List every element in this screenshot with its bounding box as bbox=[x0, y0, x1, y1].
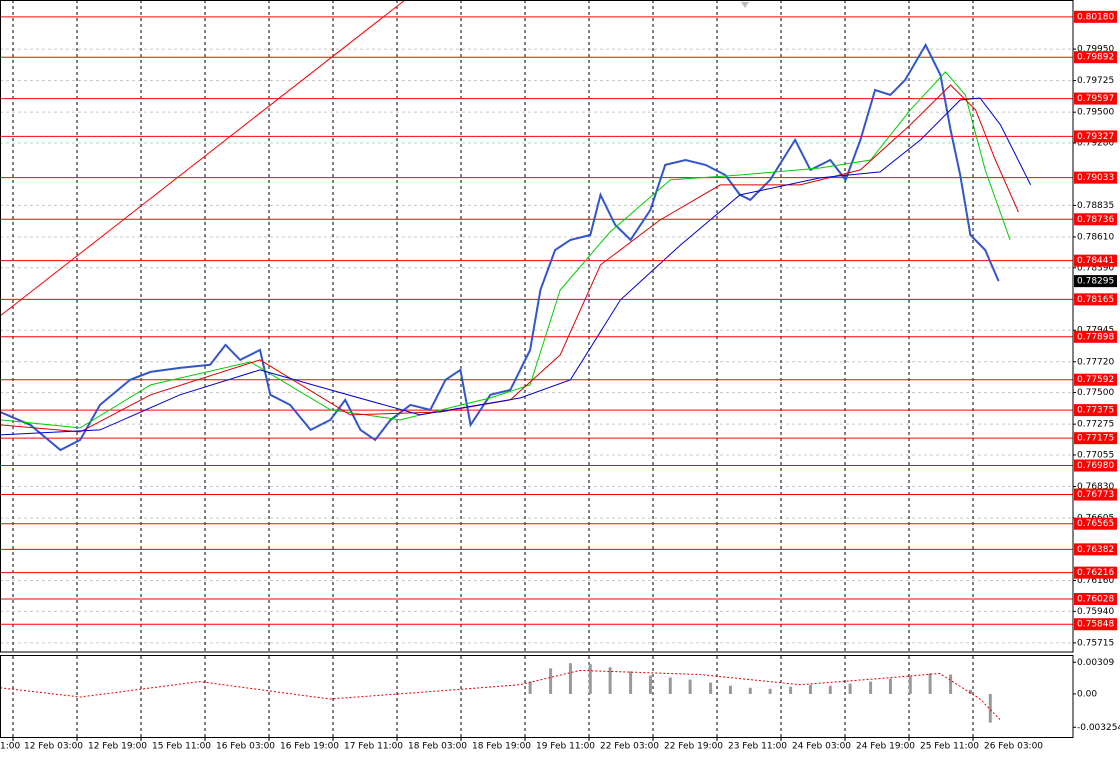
x-tick-label: 25 Feb 11:00 bbox=[920, 742, 979, 752]
y-tick-label: 0.79950 bbox=[1077, 45, 1114, 55]
level-label-box bbox=[1074, 543, 1117, 556]
y-tick-label: 0.78835 bbox=[1077, 201, 1114, 211]
x-tick-label: 17 Feb 11:00 bbox=[344, 742, 403, 752]
level-label: 0.78736 bbox=[1077, 215, 1114, 225]
indicator-frame bbox=[0, 655, 1074, 738]
level-label: 0.77175 bbox=[1077, 434, 1114, 444]
level-label-box bbox=[1074, 213, 1117, 226]
price-line bbox=[0, 42, 1000, 452]
level-label-box bbox=[1074, 330, 1117, 343]
y-tick-label: 0.76830 bbox=[1077, 482, 1114, 492]
level-label-box bbox=[1074, 92, 1117, 105]
price-line bbox=[0, 71, 1011, 429]
level-label-box bbox=[1074, 566, 1117, 579]
axes-layer: 0.79950 0.79725 0.79500 0.79280 0.78835 0.786… bbox=[0, 10, 1120, 752]
level-label-box bbox=[1074, 404, 1117, 417]
x-tick-label: 12 Feb 03:00 bbox=[24, 742, 83, 752]
level-label: 0.79033 bbox=[1077, 173, 1114, 183]
level-label-box bbox=[1074, 432, 1117, 445]
level-label: 0.76565 bbox=[1077, 519, 1114, 529]
level-label-box bbox=[1074, 373, 1117, 386]
level-label: 0.77592 bbox=[1077, 375, 1114, 385]
x-tick-label: 24 Feb 19:00 bbox=[856, 742, 915, 752]
level-label-box bbox=[1074, 254, 1117, 267]
price-line bbox=[0, 97, 1032, 436]
x-tick-label: 18 Feb 03:00 bbox=[408, 742, 467, 752]
x-tick-label: 15 Feb 11:00 bbox=[152, 742, 211, 752]
level-label: 0.76980 bbox=[1077, 461, 1114, 471]
level-label-box bbox=[1074, 488, 1117, 501]
indicator-layer bbox=[0, 663, 1001, 723]
y-tick-label: 0.75940 bbox=[1077, 607, 1114, 617]
level-label: 0.76028 bbox=[1077, 594, 1114, 604]
y-tick-label: 0.77720 bbox=[1077, 357, 1114, 367]
x-tick-label: 22 Feb 19:00 bbox=[664, 742, 723, 752]
grid-layer bbox=[0, 0, 1073, 652]
y2-tick-label: 0.00 bbox=[1077, 689, 1097, 699]
level-label: 0.75848 bbox=[1077, 620, 1114, 630]
level-label: 0.77898 bbox=[1077, 332, 1114, 342]
level-label-box bbox=[1074, 517, 1117, 530]
y-tick-label: 0.78610 bbox=[1077, 232, 1114, 242]
level-label: 0.79327 bbox=[1077, 132, 1114, 142]
level-label: 0.79892 bbox=[1077, 53, 1114, 63]
x-tick-label: 12 Feb 19:00 bbox=[88, 742, 147, 752]
level-label: 0.78441 bbox=[1077, 256, 1114, 266]
y-tick-label: 0.77500 bbox=[1077, 388, 1114, 398]
level-label-box bbox=[1074, 592, 1117, 605]
indicator-grid-layer bbox=[12, 656, 974, 738]
level-label-box bbox=[1074, 171, 1117, 184]
levels-layer bbox=[0, 16, 1073, 625]
x-tick-label: 18 Feb 19:00 bbox=[472, 742, 531, 752]
y-tick-label: 0.79500 bbox=[1077, 108, 1114, 118]
level-label: 0.78165 bbox=[1077, 295, 1114, 305]
y-tick-label: 0.77055 bbox=[1077, 450, 1114, 460]
last-price-label: 0.78295 bbox=[1077, 277, 1114, 287]
level-label-box bbox=[1074, 51, 1117, 64]
level-label: 0.76216 bbox=[1077, 568, 1114, 578]
level-label: 0.79597 bbox=[1077, 94, 1114, 104]
level-label-box bbox=[1074, 293, 1117, 306]
y-tick-label: 0.77945 bbox=[1077, 326, 1114, 336]
x-tick-label: 1:00 bbox=[0, 742, 20, 752]
x-tick-label: 19 Feb 11:00 bbox=[536, 742, 595, 752]
y-tick-label: 0.79725 bbox=[1077, 76, 1114, 86]
y2-tick-label: -0.003254 bbox=[1077, 723, 1120, 733]
y-tick-label: 0.75715 bbox=[1077, 638, 1114, 648]
x-tick-label: 22 Feb 03:00 bbox=[600, 742, 659, 752]
x-tick-label: 26 Feb 03:00 bbox=[984, 742, 1043, 752]
y-tick-label: 0.79280 bbox=[1077, 139, 1114, 149]
price-line bbox=[0, 84, 1019, 433]
last-price-box bbox=[1074, 275, 1117, 288]
level-label: 0.76382 bbox=[1077, 545, 1114, 555]
x-tick-label: 16 Feb 03:00 bbox=[216, 742, 275, 752]
shift-marker bbox=[741, 2, 749, 8]
level-label-box bbox=[1074, 130, 1117, 143]
y-tick-label: 0.77275 bbox=[1077, 420, 1114, 430]
series-layer bbox=[0, 42, 1032, 452]
main-frame bbox=[0, 0, 1074, 653]
signal-line bbox=[0, 669, 1001, 720]
x-tick-label: 16 Feb 19:00 bbox=[280, 742, 339, 752]
trend-line bbox=[0, 0, 406, 317]
level-label-box bbox=[1074, 459, 1117, 472]
level-label: 0.76773 bbox=[1077, 490, 1114, 500]
y2-tick-label: 0.00309 bbox=[1077, 658, 1114, 668]
level-label: 0.80180 bbox=[1077, 12, 1114, 22]
x-tick-label: 23 Feb 11:00 bbox=[728, 742, 787, 752]
level-label-box bbox=[1074, 10, 1117, 23]
y-tick-label: 0.76160 bbox=[1077, 576, 1114, 586]
level-label-box bbox=[1074, 618, 1117, 631]
y-tick-label: 0.78390 bbox=[1077, 263, 1114, 273]
level-label: 0.77375 bbox=[1077, 406, 1114, 416]
x-tick-label: 24 Feb 03:00 bbox=[792, 742, 851, 752]
